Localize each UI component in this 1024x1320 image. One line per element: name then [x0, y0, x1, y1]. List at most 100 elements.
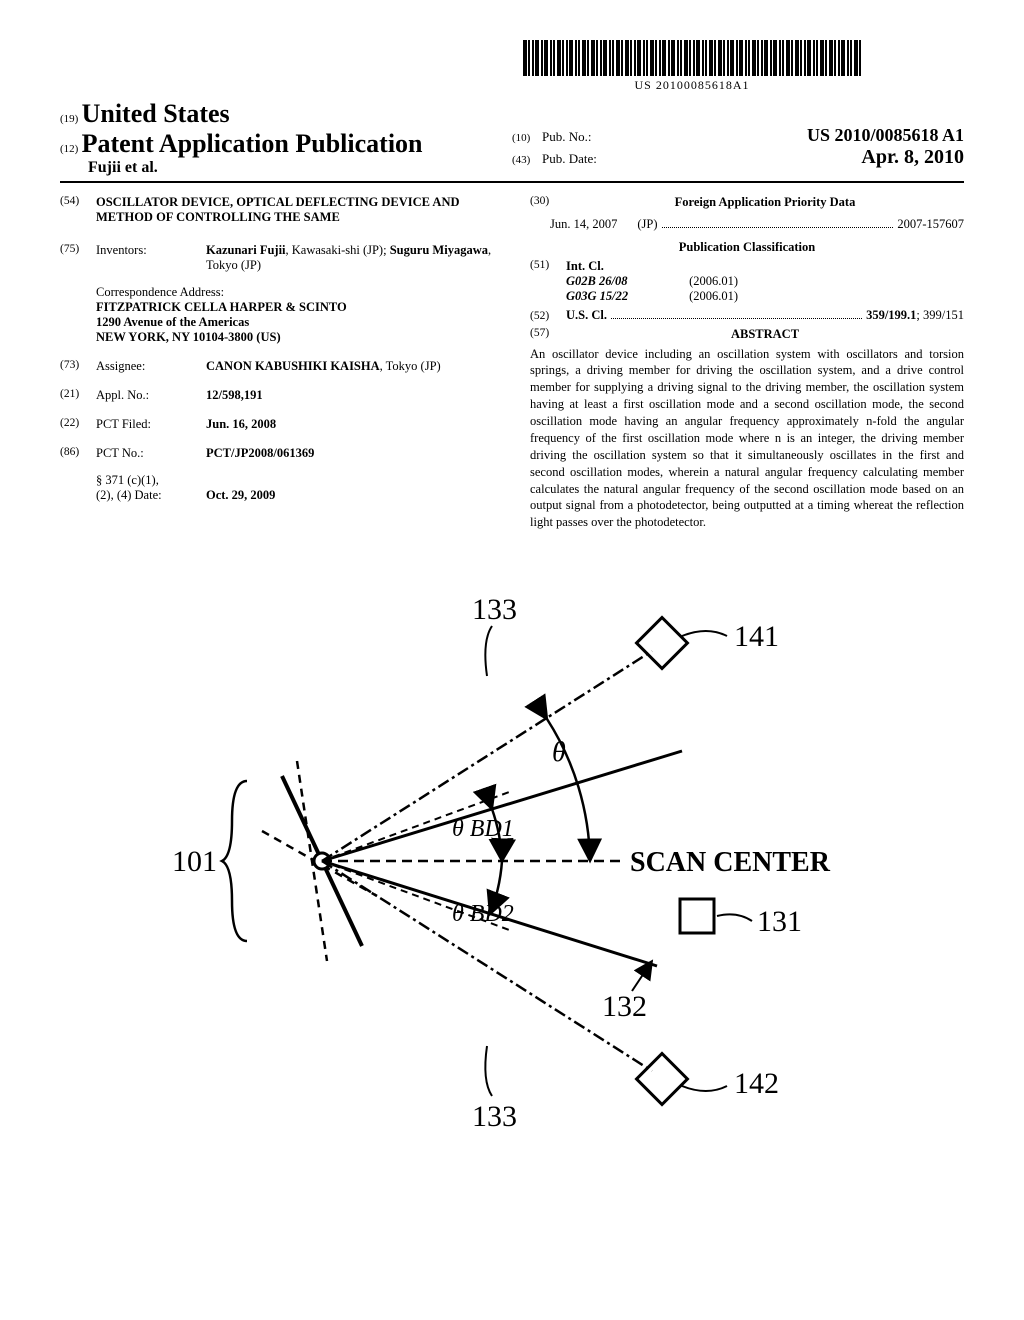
label-142: 142 — [734, 1067, 779, 1100]
assignee-bold: CANON KABUSHIKI KAISHA — [206, 359, 380, 373]
corr-label: Correspondence Address: — [96, 285, 494, 300]
label-bd1: θ BD1 — [452, 816, 514, 842]
corr-line2: 1290 Avenue of the Americas — [96, 315, 494, 330]
inventor1-name: Kazunari Fujii — [206, 243, 286, 257]
s371-blank — [60, 473, 96, 503]
label-131: 131 — [757, 905, 802, 938]
dots-icon — [662, 216, 894, 228]
s371-bold: Oct. 29, 2009 — [206, 488, 275, 502]
s371-label2: (2), (4) Date: — [96, 488, 162, 502]
inventor2-name: Suguru Miyagawa — [390, 243, 488, 257]
country-num: (19) — [60, 113, 78, 125]
intcl1-date: (2006.01) — [689, 274, 738, 288]
label-scan-center: SCAN CENTER — [630, 847, 831, 878]
label-theta: θ — [552, 737, 566, 768]
header-right: (10) Pub. No.: US 2010/0085618 A1 (43) P… — [512, 99, 964, 177]
pct-filed-value: Jun. 16, 2008 — [206, 417, 494, 432]
body-columns: (54) OSCILLATOR DEVICE, OPTICAL DEFLECTI… — [60, 195, 964, 531]
label-101: 101 — [172, 845, 217, 878]
uscl-rest: ; 399/151 — [916, 308, 964, 322]
abstract-header-row: (57) ABSTRACT — [530, 327, 964, 342]
intcl-num: (51) — [530, 259, 566, 304]
uscl-row: (52) U.S. Cl. 359/199.1; 399/151 — [530, 306, 964, 322]
title-row: (54) OSCILLATOR DEVICE, OPTICAL DEFLECTI… — [60, 195, 494, 225]
patent-figure: 101 133 133 141 142 131 132 θ θ BD1 θ BD… — [60, 581, 964, 1145]
label-133b: 133 — [472, 1100, 517, 1133]
pub-no-value: US 2010/0085618 A1 — [807, 125, 964, 146]
appl-no-row: (21) Appl. No.: 12/598,191 — [60, 388, 494, 403]
inventors-num: (75) — [60, 243, 96, 273]
pct-filed-num: (22) — [60, 417, 96, 432]
intcl2-code: G03G 15/22 — [566, 289, 686, 304]
uscl-num: (52) — [530, 310, 566, 322]
assignee-num: (73) — [60, 359, 96, 374]
pub-no-label: Pub. No.: — [542, 129, 622, 145]
appl-no-num: (21) — [60, 388, 96, 403]
pub-type: Patent Application Publication — [82, 129, 423, 158]
pct-filed-bold: Jun. 16, 2008 — [206, 417, 276, 431]
appl-no-bold: 12/598,191 — [206, 388, 263, 402]
header: (19) United States (12) Patent Applicati… — [60, 99, 964, 183]
authors: Fujii et al. — [88, 159, 158, 176]
foreign-date: Jun. 14, 2007 — [550, 217, 617, 232]
country-name: United States — [82, 99, 230, 128]
assignee-rest: , Tokyo (JP) — [380, 359, 441, 373]
assignee-row: (73) Assignee: CANON KABUSHIKI KAISHA, T… — [60, 359, 494, 374]
label-141: 141 — [734, 620, 779, 653]
label-133a: 133 — [472, 593, 517, 626]
foreign-header: Foreign Application Priority Data — [566, 195, 964, 210]
abstract-text: An oscillator device including an oscill… — [530, 346, 964, 532]
foreign-app-line: Jun. 14, 2007 (JP) 2007-157607 — [550, 216, 964, 232]
s371-value: Oct. 29, 2009 — [206, 488, 494, 503]
pct-filed-label: PCT Filed: — [96, 417, 206, 432]
uscl-label: U.S. Cl. — [566, 308, 607, 323]
foreign-country: (JP) — [637, 217, 657, 232]
barcode-region: US 20100085618A1 — [420, 40, 964, 93]
dots-icon — [611, 306, 862, 318]
abstract-header: ABSTRACT — [566, 327, 964, 342]
corr-line1: FITZPATRICK CELLA HARPER & SCINTO — [96, 300, 494, 315]
intcl1-code: G02B 26/08 — [566, 274, 686, 289]
uscl-bold: 359/199.1 — [866, 308, 916, 322]
invention-title: OSCILLATOR DEVICE, OPTICAL DEFLECTING DE… — [96, 195, 494, 225]
appl-no-label: Appl. No.: — [96, 388, 206, 403]
label-132: 132 — [602, 990, 647, 1023]
pct-no-num: (86) — [60, 446, 96, 461]
header-left: (19) United States (12) Patent Applicati… — [60, 99, 512, 177]
inventors-value: Kazunari Fujii, Kawasaki-shi (JP); Sugur… — [206, 243, 494, 273]
pub-type-num: (12) — [60, 143, 78, 155]
foreign-row: (30) Foreign Application Priority Data — [530, 195, 964, 210]
pct-no-bold: PCT/JP2008/061369 — [206, 446, 314, 460]
intcl-label-bold: Int. Cl. — [566, 259, 604, 273]
inventors-label: Inventors: — [96, 243, 206, 273]
pub-date-num: (43) — [512, 154, 542, 166]
foreign-num: (30) — [530, 195, 566, 210]
pct-no-value: PCT/JP2008/061369 — [206, 446, 494, 461]
assignee-value: CANON KABUSHIKI KAISHA, Tokyo (JP) — [206, 359, 494, 374]
right-column: (30) Foreign Application Priority Data J… — [530, 195, 964, 531]
correspondence-address: Correspondence Address: FITZPATRICK CELL… — [96, 285, 494, 345]
pct-no-label: PCT No.: — [96, 446, 206, 461]
barcode-number: US 20100085618A1 — [523, 78, 862, 93]
intcl-row: (51) Int. Cl. G02B 26/08 (2006.01) G03G … — [530, 259, 964, 304]
corr-line3: NEW YORK, NY 10104-3800 (US) — [96, 330, 494, 345]
s371-label1: § 371 (c)(1), — [96, 473, 159, 487]
s371-label: § 371 (c)(1), (2), (4) Date: — [96, 473, 206, 503]
pub-date-label: Pub. Date: — [542, 151, 622, 167]
abstract-num: (57) — [530, 327, 566, 342]
s371-row: § 371 (c)(1), (2), (4) Date: Oct. 29, 20… — [60, 473, 494, 503]
pub-date-value: Apr. 8, 2010 — [861, 146, 964, 169]
title-num: (54) — [60, 195, 96, 225]
left-column: (54) OSCILLATOR DEVICE, OPTICAL DEFLECTI… — [60, 195, 494, 531]
barcode: US 20100085618A1 — [523, 40, 862, 93]
barcode-lines — [523, 40, 862, 76]
intcl-label: Int. Cl. G02B 26/08 (2006.01) G03G 15/22… — [566, 259, 964, 304]
appl-no-value: 12/598,191 — [206, 388, 494, 403]
intcl2-date: (2006.01) — [689, 289, 738, 303]
pct-filed-row: (22) PCT Filed: Jun. 16, 2008 — [60, 417, 494, 432]
figure-svg: 101 133 133 141 142 131 132 θ θ BD1 θ BD… — [152, 581, 872, 1141]
assignee-label: Assignee: — [96, 359, 206, 374]
inventors-row: (75) Inventors: Kazunari Fujii, Kawasaki… — [60, 243, 494, 273]
pub-no-num: (10) — [512, 132, 542, 144]
inventor1-rest: , Kawasaki-shi (JP); — [286, 243, 387, 257]
